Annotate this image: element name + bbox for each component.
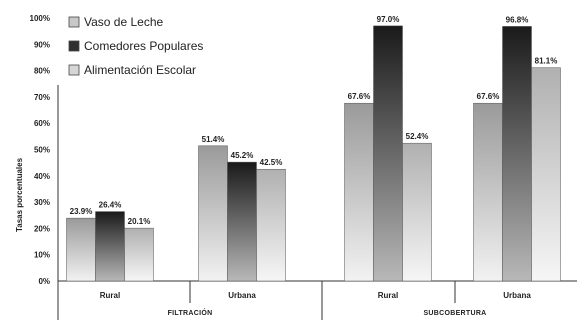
data-label: 51.4% [202,135,225,144]
bar [373,25,403,282]
y-tick-label: 0% [38,277,50,286]
x-tick-label: Urbana [503,291,531,300]
bars [66,25,561,282]
data-label: 67.6% [477,92,500,101]
data-label: 42.5% [260,158,283,167]
bar [402,142,432,282]
data-label: 20.1% [128,217,151,226]
legend-label: Alimentación Escolar [84,63,196,77]
data-label: 45.2% [231,151,254,160]
bar [124,227,154,282]
y-tick-label: 30% [34,198,50,207]
data-label: 96.8% [506,15,529,24]
y-tick-label: 60% [34,119,50,128]
y-tick-label: 40% [34,172,50,181]
x-tick-label: Rural [378,291,398,300]
data-label: 23.9% [70,207,93,216]
y-tick-label: 70% [34,93,50,102]
data-label: 67.6% [348,92,371,101]
legend-label: Vaso de Leche [84,15,163,29]
legend-label: Comedores Populares [84,39,203,53]
x-group-label: FILTRACIÓN [168,308,213,317]
bar [531,67,561,282]
x-axis-labels: Rural Urbana Rural Urbana FILTRACIÓN SUBCOBER… [100,291,532,317]
y-tick-label: 10% [34,251,50,260]
legend: Vaso de Leche Comedores Populares Alimenta… [68,15,203,77]
y-tick-label: 50% [34,146,50,155]
x-tick-label: Urbana [228,291,256,300]
bar [66,217,96,282]
bar [502,26,532,282]
data-label: 97.0% [377,15,400,24]
bar [227,161,257,282]
legend-swatch [68,64,80,76]
y-tick-label: 20% [34,224,50,233]
x-tick-label: Rural [100,291,120,300]
data-label: 81.1% [535,57,558,66]
bar [198,145,228,282]
x-group-label: SUBCOBERTURA [423,310,486,317]
value-labels: 23.9% 26.4% 20.1% 51.4% 45.2% 42.5% 67.6% 97.0%… [70,15,558,226]
y-tick-label: 90% [34,40,50,49]
bar [256,168,286,282]
data-label: 52.4% [406,132,429,141]
data-label: 26.4% [99,201,122,210]
y-tick-label: 100% [30,14,50,23]
bar [344,102,374,282]
legend-swatch [68,16,80,28]
y-axis-label: Tasas porcentuales [15,157,24,232]
bar [95,211,125,282]
y-axis-ticks: 0% 10% 20% 30% 40% 50% 60% 70% 80% 90% 100% [30,14,50,286]
y-tick-label: 80% [34,67,50,76]
bar [473,102,503,282]
legend-swatch [68,40,80,52]
